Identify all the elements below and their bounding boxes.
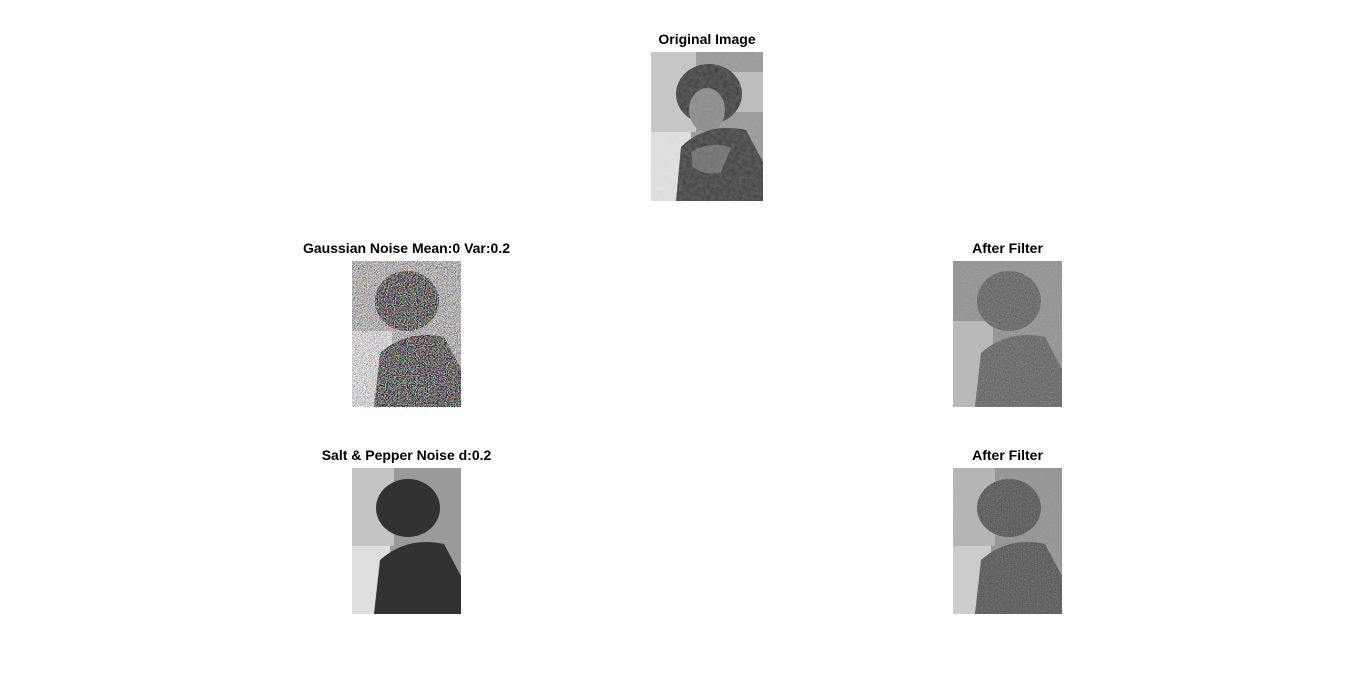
gaussian-filtered-image bbox=[953, 261, 1062, 407]
salt-pepper-noise-image bbox=[352, 468, 461, 614]
subplot-title: After Filter bbox=[972, 240, 1043, 256]
subplot-title: Salt & Pepper Noise d:0.2 bbox=[321, 447, 492, 463]
subplot-title: After Filter bbox=[972, 447, 1043, 463]
original-image bbox=[651, 52, 763, 201]
subplot-title: Gaussian Noise Mean:0 Var:0.2 bbox=[303, 240, 510, 256]
gaussian-noise-image bbox=[352, 261, 461, 407]
subplot-title: Original Image bbox=[658, 31, 756, 47]
salt-pepper-filtered-image bbox=[953, 468, 1062, 614]
